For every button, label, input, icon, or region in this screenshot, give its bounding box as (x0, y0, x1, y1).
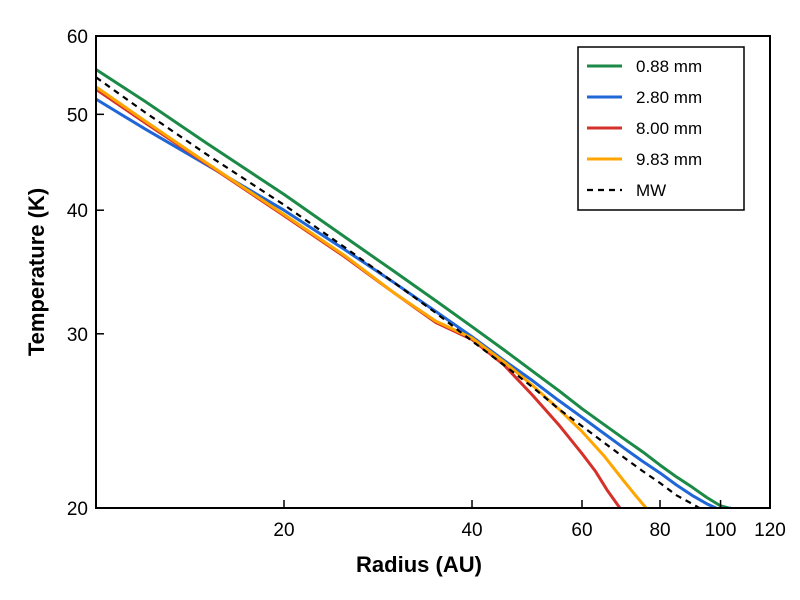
series-layer (96, 68, 732, 508)
x-axis-title: Radius (AU) (356, 552, 482, 577)
x-axis: 20 40 60 80 100 120 (273, 500, 786, 541)
x-tick-label: 80 (649, 520, 670, 541)
y-tick-label: 40 (67, 201, 88, 222)
x-tick-label: 60 (571, 520, 592, 541)
x-tick-label: 20 (273, 520, 294, 541)
y-tick-label: 50 (67, 105, 88, 126)
y-tick-label: 60 (67, 27, 88, 48)
x-tick-label: 40 (461, 520, 482, 541)
x-tick-label: 100 (705, 520, 737, 541)
x-tick-label: 120 (754, 520, 786, 541)
series-line-8-00-mm (96, 88, 622, 508)
series-line-2-80-mm (96, 97, 732, 508)
series-line-0-88-mm (96, 68, 729, 508)
series-line-9-83-mm (96, 85, 648, 508)
legend: 0.88 mm 2.80 mm 8.00 mm 9.83 mm MW (577, 46, 745, 211)
legend-label: 8.00 mm (636, 119, 702, 138)
legend-label: MW (636, 181, 666, 200)
legend-label: 0.88 mm (636, 57, 702, 76)
y-axis: 20 30 40 50 60 (67, 27, 104, 520)
y-tick-label: 30 (67, 325, 88, 346)
legend-label: 9.83 mm (636, 150, 702, 169)
y-tick-label: 20 (67, 499, 88, 520)
series-line-mw (96, 76, 702, 508)
legend-label: 2.80 mm (636, 88, 702, 107)
y-axis-title: Temperature (K) (24, 188, 49, 356)
plot-frame (95, 35, 771, 509)
